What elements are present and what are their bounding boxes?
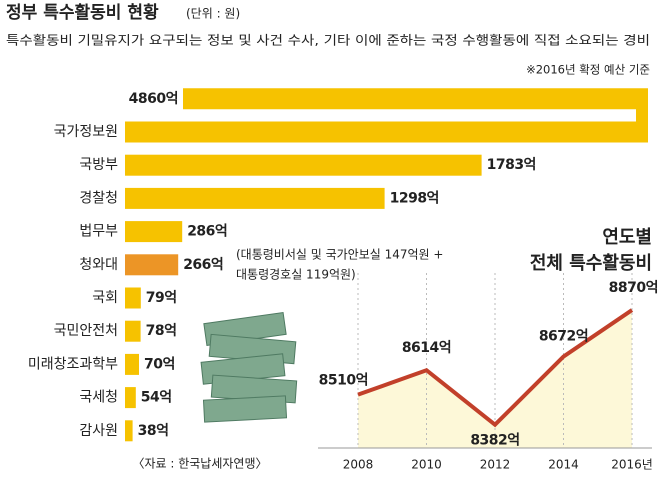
value-label: 286억 [187, 224, 227, 240]
line-title: 전체 특수활동비 [530, 253, 652, 274]
value-label: 266억 [183, 257, 223, 273]
x-tick-label: 2012 [480, 458, 511, 472]
value-label: 78억 [146, 323, 177, 339]
category-label: 미래창조과학부 [28, 356, 118, 372]
note: ※2016년 확정 예산 기준 [526, 63, 650, 77]
bar [125, 254, 179, 276]
value-label: 1298억 [390, 190, 439, 206]
money-illustration [200, 311, 298, 423]
value-label: 70억 [144, 356, 175, 372]
x-tick-label: 2014 [548, 458, 579, 472]
category-label: 국회 [92, 290, 118, 306]
x-tick-label: 2016년 [611, 458, 653, 472]
category-label: 경찰청 [79, 190, 118, 206]
bar [125, 353, 139, 375]
source: 〈자료 : 한국납세자연맹〉 [132, 457, 267, 471]
category-label: 감사원 [79, 423, 118, 439]
subtitle: 특수활동비 기밀유지가 요구되는 정보 및 사건 수사, 기타 이에 준하는 국… [6, 33, 650, 48]
bar [125, 221, 183, 243]
unit: (단위 : 원) [186, 7, 240, 21]
category-label: 국민안전처 [54, 323, 118, 339]
annotation: 대통령경호실 119억원) [236, 267, 356, 281]
value-label: 38억 [138, 423, 169, 439]
bar [125, 420, 133, 442]
bar [125, 287, 141, 309]
bar [125, 187, 385, 209]
line [357, 308, 634, 428]
category-label: 국방부 [79, 157, 118, 173]
x-tick-label: 2008 [343, 458, 374, 472]
value-label: 79억 [146, 290, 177, 306]
category-label: 국세청 [79, 390, 118, 406]
bar [125, 154, 482, 176]
value-label: 8672억 [539, 329, 588, 345]
value-label: 8382억 [470, 433, 519, 449]
value-label: 1783억 [487, 157, 536, 173]
category-label: 법무부 [79, 224, 118, 240]
bar [125, 88, 648, 143]
category-label: 청와대 [79, 257, 118, 273]
value-label: 8870억 [609, 280, 658, 296]
x-tick-label: 2010 [411, 458, 442, 472]
category-label: 국가정보원 [54, 124, 118, 140]
value-label: 4860억 [129, 91, 178, 107]
bar [125, 387, 136, 409]
title: 정부 특수활동비 현황 [6, 2, 159, 23]
value-label: 54억 [141, 390, 172, 406]
value-label: 8614억 [402, 340, 451, 356]
bar [125, 320, 141, 342]
value-label: 8510억 [319, 373, 368, 389]
annotation: (대통령비서실 및 국가안보실 147억원 + [236, 247, 443, 261]
line-title: 연도별 [602, 227, 652, 248]
